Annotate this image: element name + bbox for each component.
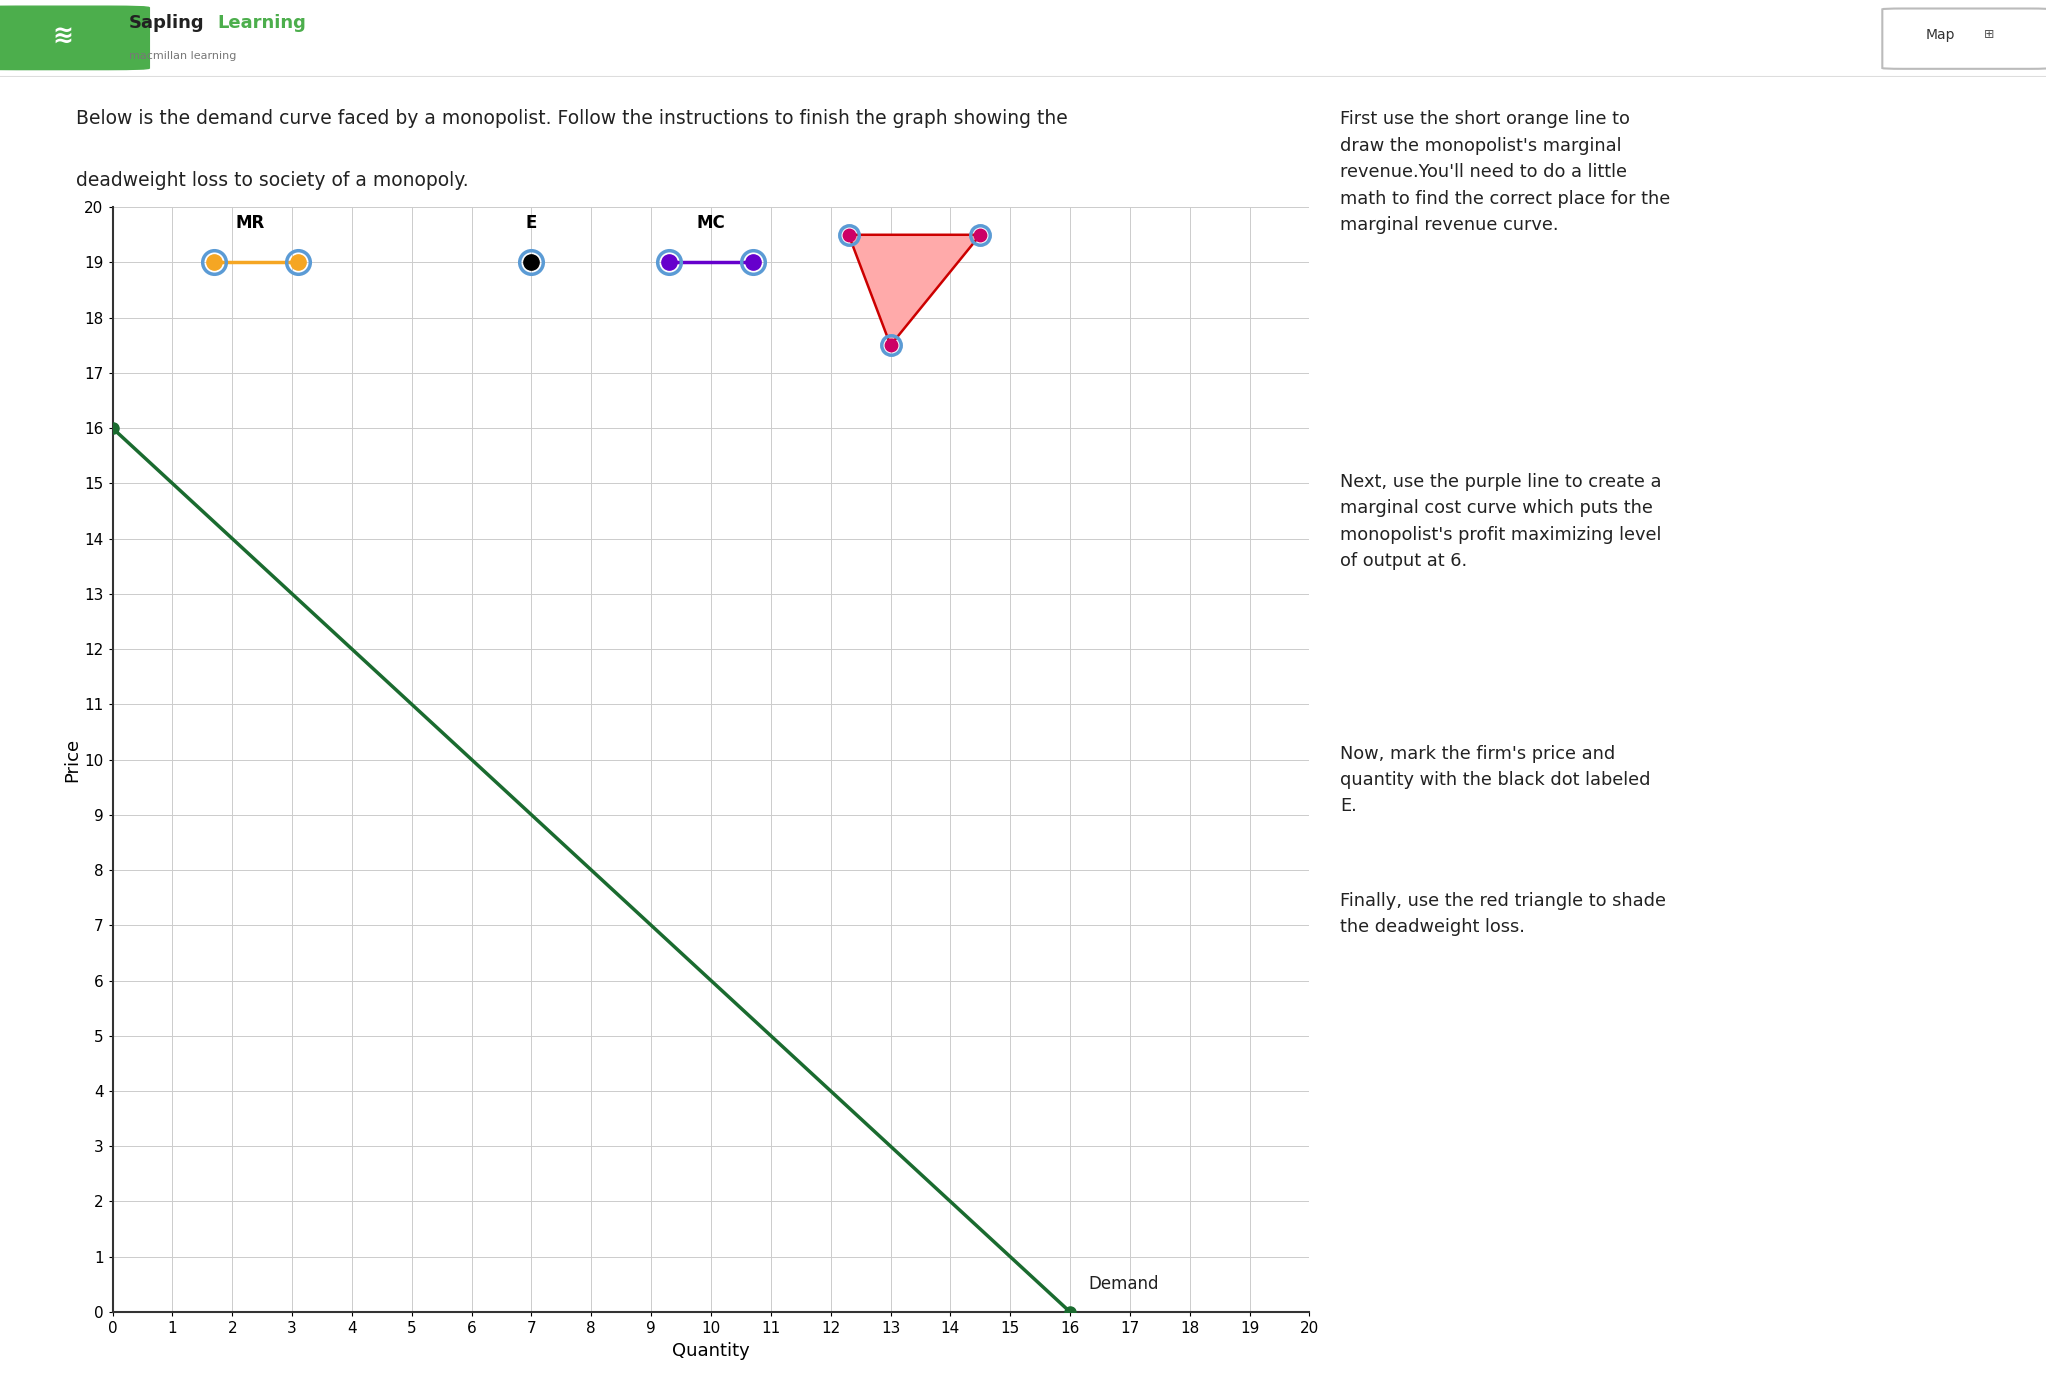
Text: ≋: ≋: [51, 25, 74, 50]
Text: ⊞: ⊞: [1983, 28, 1995, 41]
Text: macmillan learning: macmillan learning: [129, 51, 235, 61]
Text: Demand: Demand: [1088, 1275, 1158, 1294]
Text: Sapling: Sapling: [129, 14, 205, 32]
Text: Below is the demand curve faced by a monopolist. Follow the instructions to fini: Below is the demand curve faced by a mon…: [76, 109, 1068, 128]
X-axis label: Quantity: Quantity: [671, 1341, 751, 1359]
Text: Next, use the purple line to create a
marginal cost curve which puts the
monopol: Next, use the purple line to create a ma…: [1340, 472, 1661, 570]
Text: E: E: [526, 214, 538, 232]
FancyBboxPatch shape: [0, 6, 149, 69]
Text: Learning: Learning: [217, 14, 305, 32]
Text: Now, mark the firm's price and
quantity with the black dot labeled
E.: Now, mark the firm's price and quantity …: [1340, 744, 1651, 815]
Text: Finally, use the red triangle to shade
the deadweight loss.: Finally, use the red triangle to shade t…: [1340, 892, 1665, 936]
Y-axis label: Price: Price: [63, 737, 82, 782]
Text: MR: MR: [235, 214, 264, 232]
Text: MC: MC: [696, 214, 726, 232]
Text: deadweight loss to society of a monopoly.: deadweight loss to society of a monopoly…: [76, 171, 469, 191]
Text: First use the short orange line to
draw the monopolist's marginal
revenue.You'll: First use the short orange line to draw …: [1340, 110, 1670, 235]
Polygon shape: [849, 235, 980, 345]
Text: Map: Map: [1925, 28, 1956, 41]
FancyBboxPatch shape: [1882, 8, 2046, 69]
